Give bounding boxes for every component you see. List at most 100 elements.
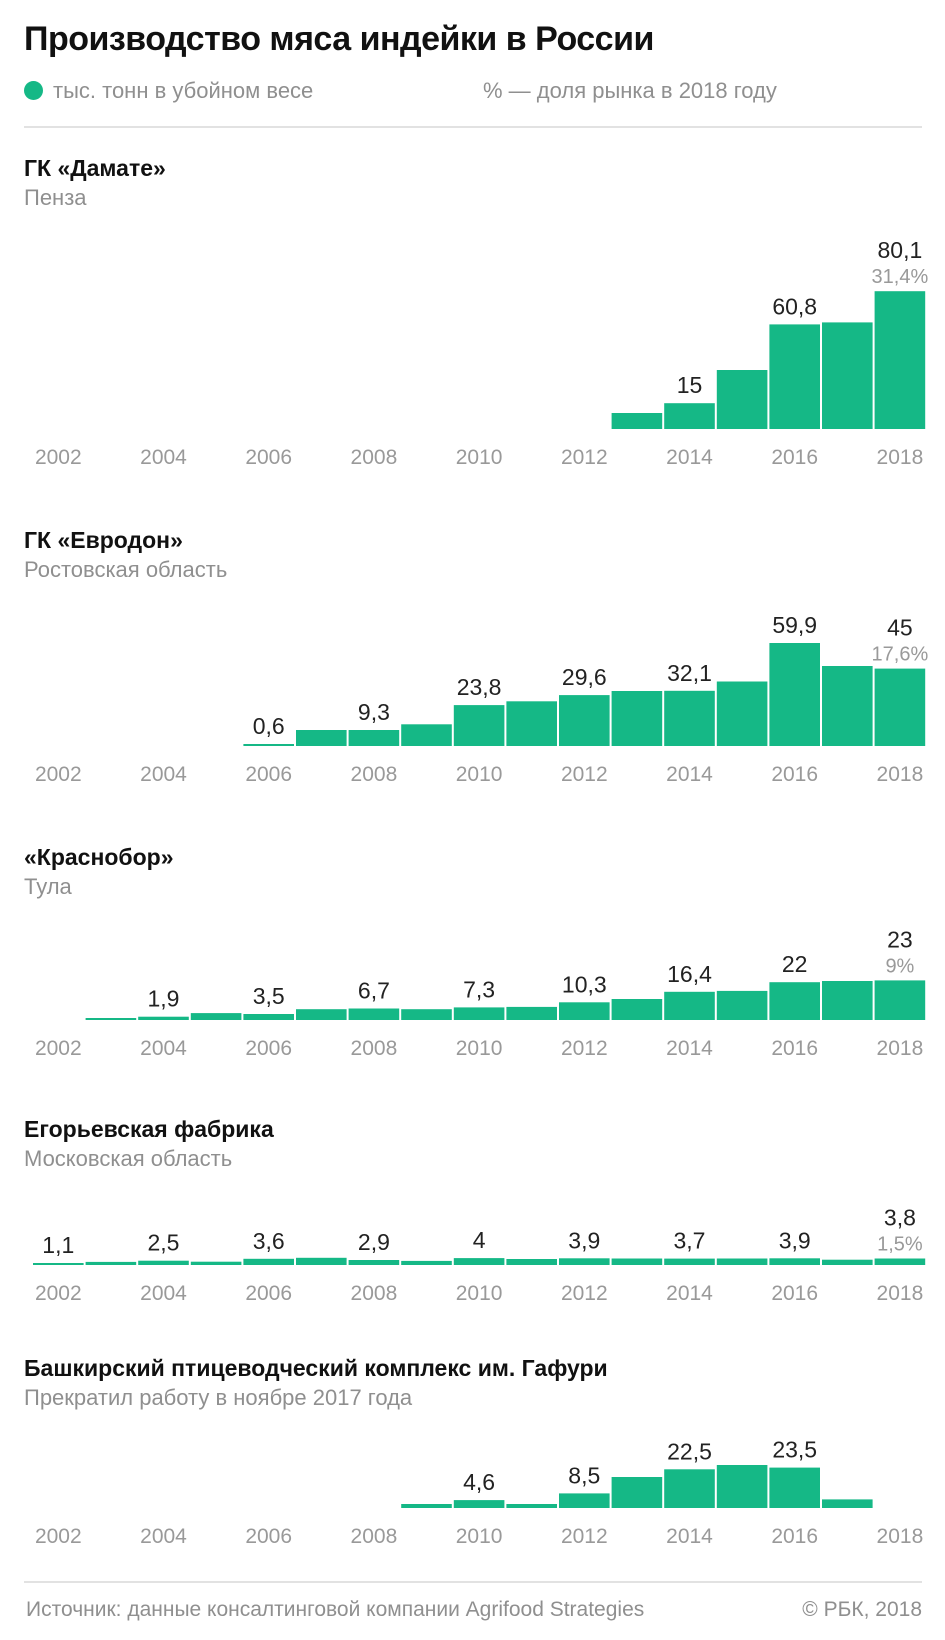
bar-2005 [190, 1261, 242, 1265]
value-label-2008: 2,9 [358, 1229, 390, 1255]
chart-title-bashkir: Башкирский птицеводческий комплекс им. Г… [24, 1355, 608, 1381]
bar-2008 [348, 730, 400, 746]
value-label-2018: 80,1 [878, 237, 923, 263]
bar-2016 [769, 982, 820, 1020]
value-label-2008: 6,7 [358, 978, 390, 1004]
bar-2015 [716, 370, 768, 429]
value-label-2006: 3,6 [253, 1228, 285, 1254]
value-label-2012: 29,6 [562, 664, 607, 690]
x-tick-2002: 2002 [35, 1037, 82, 1060]
bar-2012 [559, 1002, 610, 1020]
bar-2016 [769, 643, 820, 746]
bar-2015 [716, 990, 768, 1020]
x-tick-2004: 2004 [140, 1037, 187, 1060]
x-tick-2004: 2004 [140, 1282, 187, 1305]
x-tick-2012: 2012 [561, 446, 608, 469]
value-label-2012: 8,5 [568, 1462, 600, 1488]
legend-share: % — доля рынка в 2018 году [483, 78, 777, 103]
value-label-2006: 3,5 [253, 983, 285, 1009]
header-divider [24, 126, 922, 128]
x-tick-2014: 2014 [666, 763, 713, 786]
bar-2010 [453, 1500, 505, 1508]
bar-2018 [874, 1258, 926, 1265]
x-tick-2004: 2004 [140, 1525, 187, 1548]
chart-title-damate: ГК «Дамате» [24, 155, 166, 181]
value-label-2012: 3,9 [568, 1227, 600, 1253]
value-label-2010: 7,3 [463, 976, 495, 1002]
value-label-2018: 3,8 [884, 1205, 916, 1231]
legend-dot-icon [24, 81, 43, 100]
value-label-2016: 23,5 [772, 1437, 817, 1463]
bar-2006 [243, 744, 294, 746]
bar-2015 [716, 681, 768, 746]
x-tick-2012: 2012 [561, 763, 608, 786]
value-label-2004: 2,5 [148, 1230, 180, 1256]
bar-2018 [874, 291, 926, 429]
value-label-2018: 45 [887, 615, 913, 641]
bar-2011 [506, 1504, 557, 1508]
bar-2014 [664, 1258, 715, 1265]
x-tick-2004: 2004 [140, 446, 187, 469]
x-tick-2014: 2014 [666, 1282, 713, 1305]
page-title: Производство мяса индейки в России [24, 20, 654, 58]
bar-2004 [138, 1260, 189, 1265]
bar-2009 [401, 1504, 452, 1508]
bar-2012 [559, 1493, 610, 1508]
value-label-2004: 1,9 [148, 986, 180, 1012]
bar-2010 [453, 705, 505, 746]
bar-2015 [716, 1465, 768, 1508]
x-tick-2016: 2016 [771, 1037, 818, 1060]
value-label-2010: 4,6 [463, 1469, 495, 1495]
bar-2008 [348, 1008, 400, 1020]
bar-2017 [822, 666, 873, 746]
x-tick-2012: 2012 [561, 1282, 608, 1305]
x-tick-2016: 2016 [771, 1525, 818, 1548]
value-label-2010: 23,8 [457, 674, 502, 700]
x-tick-2012: 2012 [561, 1037, 608, 1060]
x-tick-2016: 2016 [771, 446, 818, 469]
value-label-2014: 15 [677, 372, 703, 398]
bar-2002 [33, 1263, 84, 1265]
bar-2005 [190, 1013, 242, 1020]
chart-subtitle-bashkir: Прекратил работу в ноябре 2017 года [24, 1385, 413, 1410]
x-tick-2010: 2010 [456, 446, 503, 469]
value-label-2008: 9,3 [358, 699, 390, 725]
value-label-2018: 23 [887, 926, 913, 952]
x-tick-2002: 2002 [35, 446, 82, 469]
bar-2013 [611, 413, 663, 429]
bar-2017 [822, 1259, 873, 1265]
bar-2013 [611, 999, 663, 1020]
bar-2016 [769, 1258, 820, 1265]
value-label-2010: 4 [473, 1227, 486, 1253]
bar-2011 [506, 1259, 557, 1265]
value-label-2016: 3,9 [779, 1227, 811, 1253]
bar-2012 [559, 695, 610, 746]
bar-2009 [401, 1260, 452, 1265]
bar-2009 [401, 724, 452, 746]
bar-2014 [664, 1469, 715, 1508]
bar-2017 [822, 981, 873, 1020]
value-label-2016: 60,8 [772, 293, 817, 319]
value-label-2016: 22 [782, 951, 808, 977]
bar-2011 [506, 1006, 557, 1020]
bar-2013 [611, 1258, 663, 1265]
x-tick-2014: 2014 [666, 446, 713, 469]
x-tick-2010: 2010 [456, 763, 503, 786]
bar-2014 [664, 403, 715, 429]
bar-2007 [296, 730, 347, 746]
share-label-2018: 31,4% [872, 266, 929, 288]
chart-title-evrodon: ГК «Евродон» [24, 527, 183, 553]
x-tick-2018: 2018 [877, 446, 924, 469]
x-tick-2002: 2002 [35, 1525, 82, 1548]
bar-2014 [664, 991, 715, 1020]
bar-2008 [348, 1260, 400, 1265]
x-tick-2008: 2008 [351, 1037, 398, 1060]
bar-2011 [506, 701, 557, 746]
x-tick-2014: 2014 [666, 1525, 713, 1548]
value-label-2014: 3,7 [674, 1228, 706, 1254]
x-tick-2002: 2002 [35, 763, 82, 786]
chart-subtitle-krasnobor: Тула [24, 874, 72, 899]
bar-2016 [769, 1467, 820, 1508]
bar-2016 [769, 324, 820, 429]
chart-title-krasnobor: «Краснобор» [24, 844, 174, 870]
